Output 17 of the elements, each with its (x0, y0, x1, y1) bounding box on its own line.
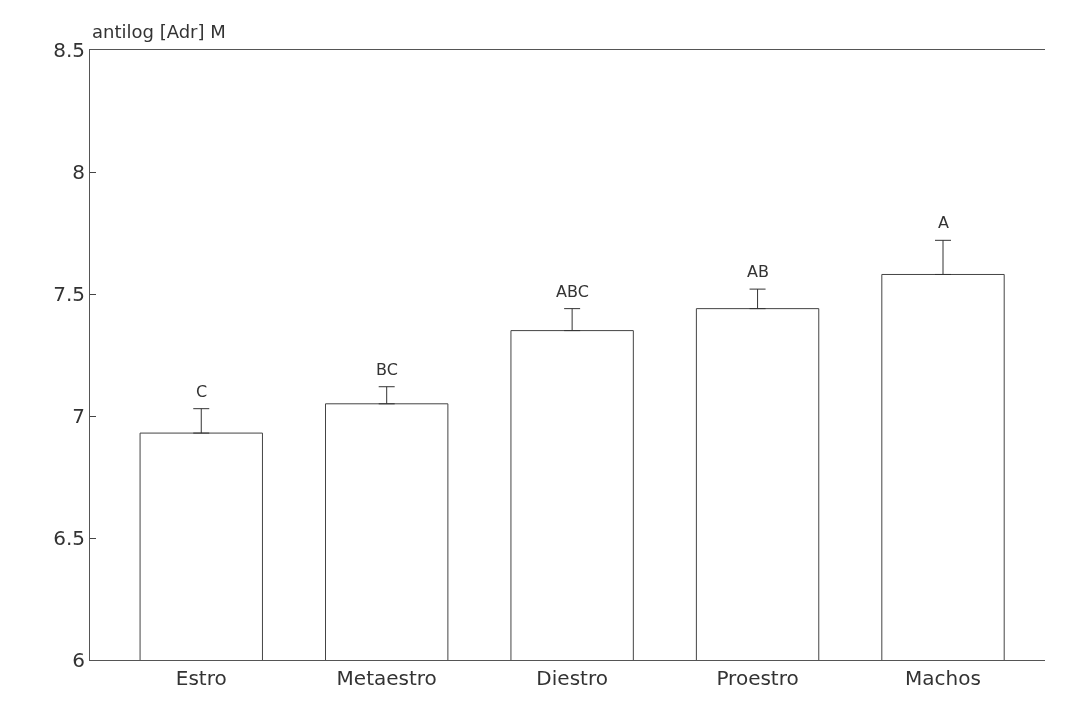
x-tick-label: Diestro (536, 666, 608, 690)
y-tick-label: 6 (72, 648, 85, 672)
y-axis-title: antilog [Adr] M (92, 21, 226, 42)
y-tick-label: 6.5 (53, 526, 85, 550)
data-label: A (938, 213, 949, 232)
y-tick-label: 7 (72, 404, 85, 428)
x-tick-label: Metaestro (336, 666, 437, 690)
y-tick-label: 8.5 (53, 38, 85, 62)
y-tick-label: 8 (72, 160, 85, 184)
data-label: C (196, 382, 208, 401)
x-tick-label: Machos (905, 666, 981, 690)
x-tick-label: Estro (175, 666, 227, 690)
data-label: BC (376, 360, 398, 379)
data-label: AB (747, 262, 769, 281)
data-label: ABC (556, 282, 589, 301)
y-tick-label: 7.5 (53, 282, 85, 306)
x-tick-label: Proestro (716, 666, 799, 690)
